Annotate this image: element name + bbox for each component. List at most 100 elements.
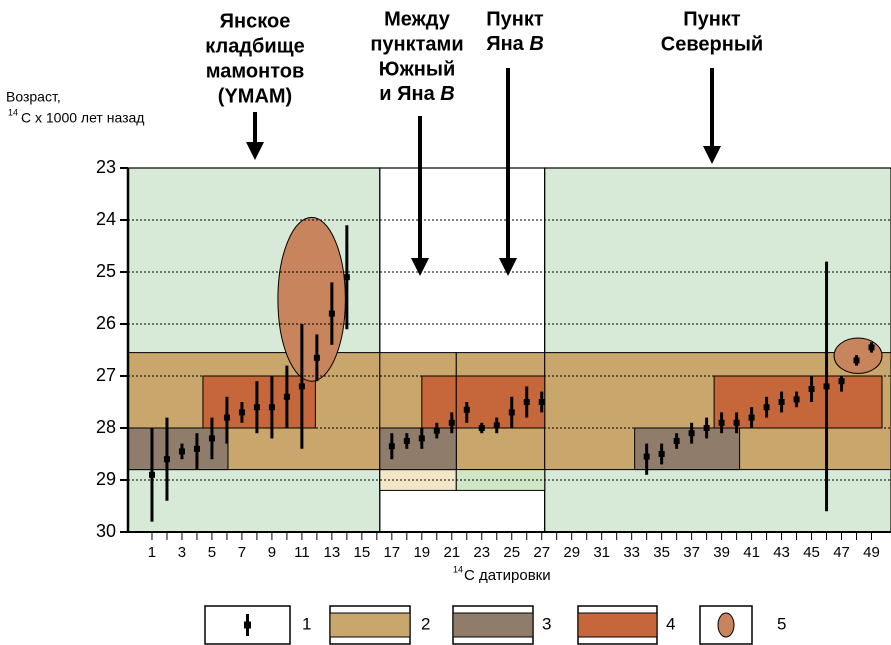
age-point xyxy=(853,357,860,364)
y-tick-label: 24 xyxy=(96,209,116,229)
legend-label: 3 xyxy=(542,614,551,633)
y-tick-label: 28 xyxy=(96,417,116,437)
x-tick-label: 15 xyxy=(354,544,371,561)
age-point xyxy=(253,404,260,411)
x-tick-label: 27 xyxy=(533,544,550,561)
age-point xyxy=(748,414,755,421)
age-point xyxy=(223,414,230,421)
age-point xyxy=(298,383,305,390)
age-point xyxy=(208,435,215,442)
age-point xyxy=(163,456,170,463)
age-point xyxy=(343,274,350,281)
annotation-line: Пункт xyxy=(683,8,741,30)
legend-icon xyxy=(244,621,251,629)
annotation-arrowhead xyxy=(703,146,721,164)
age-point xyxy=(538,399,545,405)
x-tick-label: 45 xyxy=(803,544,820,561)
age-point xyxy=(673,438,680,444)
y-tick-label: 27 xyxy=(96,365,116,385)
annotation-line: и Яна B xyxy=(379,83,454,105)
age-point xyxy=(238,409,245,416)
age-point xyxy=(793,396,800,403)
age-point xyxy=(778,399,785,405)
y-axis-label: C x 1000 лет назад xyxy=(21,110,144,126)
age-point xyxy=(508,409,515,416)
legend-icon xyxy=(717,612,735,638)
annotation-line: Яна B xyxy=(486,33,544,55)
x-tick-label: 5 xyxy=(208,544,216,561)
x-tick-label: 43 xyxy=(773,544,790,561)
annotation-line: Южный xyxy=(379,58,456,80)
annotation-text: и Яна xyxy=(379,83,440,105)
age-point xyxy=(433,427,440,434)
annotation-line: Северный xyxy=(661,33,763,55)
age-point xyxy=(733,419,740,426)
x-tick-label: 39 xyxy=(713,544,730,561)
x-tick-label: 21 xyxy=(443,544,460,561)
age-point xyxy=(388,443,395,450)
age-point xyxy=(178,448,185,455)
annotation-arrowhead xyxy=(246,142,264,160)
legend-icon xyxy=(577,612,658,638)
annotation-line: Пункт xyxy=(486,8,544,30)
y-axis-label-sup: 14 xyxy=(8,107,18,117)
annotation-line: (YMAM) xyxy=(218,85,292,107)
age-point xyxy=(313,354,320,361)
age-point xyxy=(763,404,770,411)
legend-frame xyxy=(204,605,291,645)
age-point xyxy=(418,435,425,442)
x-tick-label: 35 xyxy=(653,544,670,561)
x-tick-label: 1 xyxy=(148,544,156,561)
age-point xyxy=(448,419,455,426)
legend-label: 2 xyxy=(421,614,430,633)
x-tick-label: 3 xyxy=(178,544,186,561)
x-tick-label: 37 xyxy=(683,544,700,561)
annotation-line: Между xyxy=(384,8,451,30)
x-tick-label: 9 xyxy=(268,544,276,561)
age-point xyxy=(808,386,815,392)
age-box xyxy=(202,375,316,429)
legend-label: 4 xyxy=(666,614,675,633)
age-point xyxy=(838,378,845,385)
age-point xyxy=(688,430,695,437)
x-tick-label: 31 xyxy=(593,544,610,561)
age-point xyxy=(463,406,470,413)
age-point xyxy=(703,425,710,431)
annotation-line: кладбище xyxy=(205,35,304,57)
y-tick-label: 30 xyxy=(96,521,116,541)
x-tick-label: 19 xyxy=(413,544,430,561)
age-box xyxy=(634,427,741,471)
annotation-arrowhead xyxy=(499,258,517,276)
age-point xyxy=(823,383,830,390)
x-tick-label: 49 xyxy=(863,544,880,561)
age-point xyxy=(718,419,725,426)
age-point xyxy=(283,393,290,400)
age-point xyxy=(493,422,500,429)
x-tick-label: 7 xyxy=(238,544,246,561)
y-tick-label: 29 xyxy=(96,469,116,489)
x-axis-label-sup: 14 xyxy=(453,564,463,574)
legend-label: 5 xyxy=(777,614,786,633)
x-tick-label: 29 xyxy=(563,544,580,561)
annotation-line: пунктами xyxy=(370,33,463,55)
x-tick-label: 11 xyxy=(294,544,310,561)
annotation-line: Янское xyxy=(220,10,291,32)
age-point xyxy=(193,445,200,452)
age-point xyxy=(478,425,485,431)
age-point xyxy=(403,438,410,444)
y-axis-label: Возраст, xyxy=(6,89,61,105)
x-tick-label: 25 xyxy=(503,544,520,561)
x-tick-label: 41 xyxy=(743,544,760,561)
age-point xyxy=(268,404,275,411)
y-tick-label: 25 xyxy=(96,261,116,281)
x-tick-label: 17 xyxy=(383,544,400,561)
age-point xyxy=(148,471,155,478)
x-axis-label: C датировки xyxy=(464,567,551,584)
x-tick-label: 13 xyxy=(324,544,341,561)
annotation-arrowhead xyxy=(411,258,429,276)
y-tick-label: 26 xyxy=(96,313,116,333)
age-point xyxy=(643,453,650,460)
legend-icon xyxy=(452,612,534,638)
legend-label: 1 xyxy=(302,614,311,633)
